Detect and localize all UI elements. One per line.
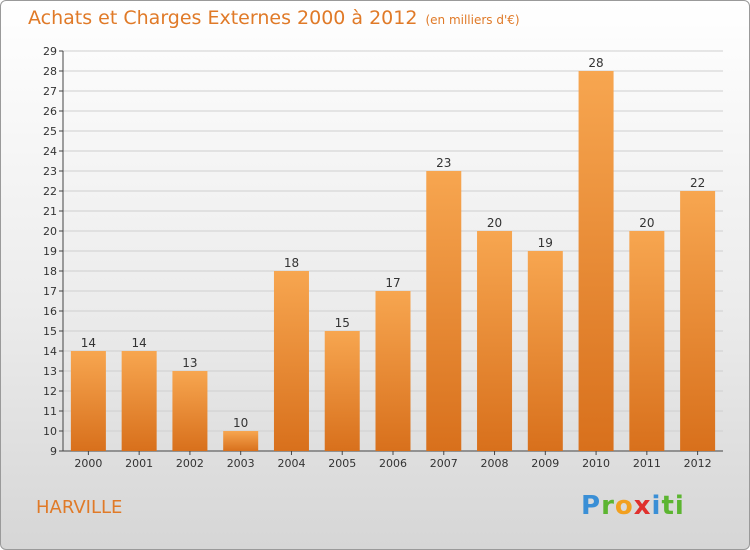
data-label-2004: 18: [284, 256, 299, 270]
x-tick-label-2004: 2004: [277, 457, 305, 470]
chart-subtitle: (en milliers d'€): [425, 13, 520, 27]
y-tick-label: 16: [43, 305, 57, 318]
x-tick-label-2000: 2000: [74, 457, 102, 470]
data-label-2011: 20: [639, 216, 654, 230]
data-label-2012: 22: [690, 176, 705, 190]
data-label-2007: 23: [436, 156, 451, 170]
y-tick-label: 22: [43, 185, 57, 198]
y-tick-label: 15: [43, 325, 57, 338]
data-label-2006: 17: [385, 276, 400, 290]
x-tick-label-2009: 2009: [531, 457, 559, 470]
bar-2009: [527, 251, 563, 451]
y-tick-label: 20: [43, 225, 57, 238]
bar-2007: [426, 171, 462, 451]
x-tick-label-2007: 2007: [430, 457, 458, 470]
logo-letter: P: [581, 491, 602, 521]
y-tick-label: 9: [50, 445, 57, 458]
y-tick-label: 21: [43, 205, 57, 218]
y-tick-label: 10: [43, 425, 57, 438]
data-label-2000: 14: [81, 336, 96, 350]
logo-letter: i: [651, 491, 662, 521]
x-tick-label-2006: 2006: [379, 457, 407, 470]
data-label-2009: 19: [538, 236, 553, 250]
logo-letter: r: [601, 491, 615, 521]
y-tick-label: 17: [43, 285, 57, 298]
proxiti-logo: Proxiti: [581, 491, 685, 521]
logo-letter: ti: [661, 491, 685, 521]
y-tick-label: 11: [43, 405, 57, 418]
bar-2010: [578, 71, 614, 451]
x-tick-label-2012: 2012: [684, 457, 712, 470]
data-label-2008: 20: [487, 216, 502, 230]
logo-letter: o: [614, 491, 634, 521]
x-tick-label-2001: 2001: [125, 457, 153, 470]
data-label-2005: 15: [335, 316, 350, 330]
x-tick-label-2005: 2005: [328, 457, 356, 470]
y-tick-label: 27: [43, 85, 57, 98]
x-tick-label-2011: 2011: [633, 457, 661, 470]
bar-2008: [477, 231, 513, 451]
y-tick-label: 13: [43, 365, 57, 378]
bar-2001: [121, 351, 157, 451]
y-tick-label: 19: [43, 245, 57, 258]
data-label-2002: 13: [182, 356, 197, 370]
y-tick-label: 14: [43, 345, 57, 358]
y-tick-label: 23: [43, 165, 57, 178]
x-tick-label-2010: 2010: [582, 457, 610, 470]
x-tick-label-2003: 2003: [227, 457, 255, 470]
y-tick-label: 24: [43, 145, 57, 158]
data-label-2003: 10: [233, 416, 248, 430]
y-tick-label: 25: [43, 125, 57, 138]
y-tick-label: 29: [43, 45, 57, 58]
logo-letter: x: [633, 491, 652, 521]
bar-2006: [375, 291, 411, 451]
bar-2003: [223, 431, 259, 451]
title-text: Achats et Charges Externes 2000 à 2012: [28, 7, 418, 29]
y-tick-label: 26: [43, 105, 57, 118]
y-tick-label: 12: [43, 385, 57, 398]
x-tick-label-2002: 2002: [176, 457, 204, 470]
data-label-2010: 28: [588, 56, 603, 70]
bar-2000: [70, 351, 106, 451]
data-label-2001: 14: [132, 336, 147, 350]
bar-2005: [324, 331, 360, 451]
y-tick-label: 18: [43, 265, 57, 278]
chart-title: Achats et Charges Externes 2000 à 2012 (e…: [28, 7, 520, 29]
bar-2004: [273, 271, 309, 451]
bar-2002: [172, 371, 208, 451]
place-name: HARVILLE: [36, 497, 123, 518]
y-tick-label: 28: [43, 65, 57, 78]
x-tick-label-2008: 2008: [481, 457, 509, 470]
bar-2012: [680, 191, 716, 451]
bar-2011: [629, 231, 665, 451]
